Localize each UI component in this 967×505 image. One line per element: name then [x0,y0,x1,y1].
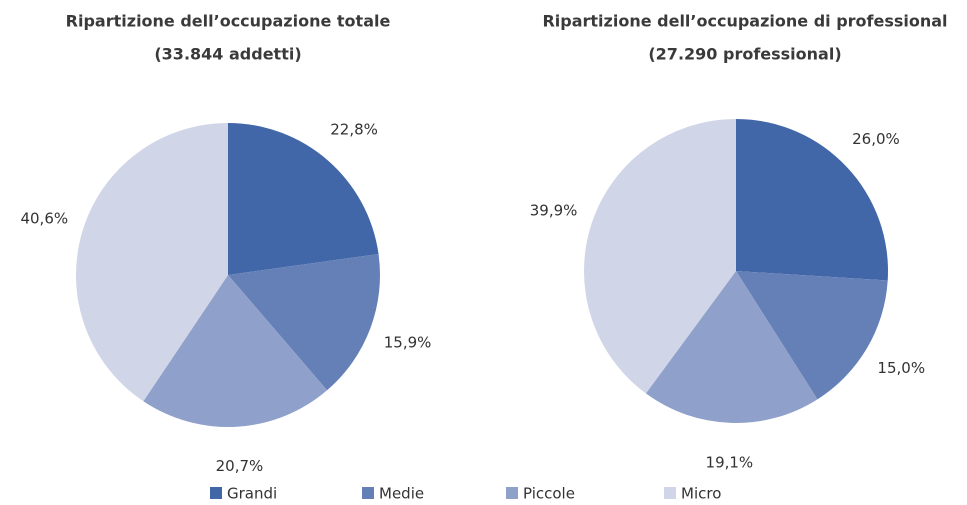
legend-swatch [210,487,222,499]
legend-label: Piccole [523,485,575,503]
legend-label: Grandi [227,485,277,503]
data-label: 40,6% [20,210,68,228]
chart-subtitle: (33.844 addetti) [154,45,301,64]
legend-label: Micro [681,485,721,503]
legend-swatch [506,487,518,499]
pie-slice [736,271,888,400]
data-label: 15,0% [877,359,925,377]
pie-slice [143,275,328,427]
chart-title: Ripartizione dell’occupazione totale [66,12,391,31]
data-label: 22,8% [330,121,378,139]
pie-slice [228,123,379,275]
pie-slice [584,119,736,394]
pie-slice [645,271,818,423]
legend-swatch [664,487,676,499]
chart-title: Ripartizione dell’occupazione di profess… [542,12,947,31]
legend-label: Medie [379,485,424,503]
pie-slice [75,123,228,402]
data-label: 15,9% [384,333,432,351]
data-label: 26,0% [852,130,900,148]
data-label: 19,1% [706,453,754,471]
pie-slice [736,119,888,281]
chart-subtitle: (27.290 professional) [648,45,841,64]
data-label: 39,9% [530,202,578,220]
legend-swatch [362,487,374,499]
pie-slice [228,254,380,391]
data-label: 20,7% [216,457,264,475]
